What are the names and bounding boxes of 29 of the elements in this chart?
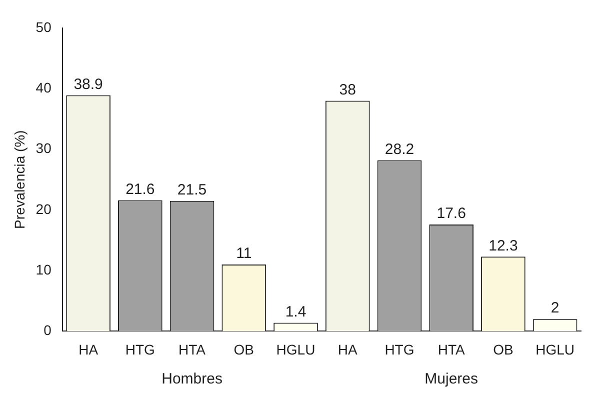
x-tick-label: HTA <box>178 341 206 358</box>
x-tick-label: HGLU <box>276 341 316 358</box>
x-tick-label: OB <box>493 341 514 358</box>
y-tick-label: 0 <box>44 322 52 338</box>
y-axis-title: Prevalencia (%) <box>11 130 28 230</box>
x-tick-label: HTG <box>125 341 155 358</box>
x-tick-label: HA <box>78 341 99 358</box>
data-label: 28.2 <box>384 140 414 158</box>
y-tick-label: 10 <box>36 261 52 278</box>
data-label: 17.6 <box>436 205 466 222</box>
x-tick-label: HTA <box>438 341 466 358</box>
x-tick-label: HGLU <box>536 341 575 358</box>
y-tick-label: 30 <box>36 140 52 156</box>
data-label: 12.3 <box>488 237 518 254</box>
y-tick-label: 20 <box>36 200 52 217</box>
data-label: 1.4 <box>285 303 306 320</box>
data-label: 11 <box>236 245 252 262</box>
data-label: 2 <box>550 300 560 317</box>
data-label: 38 <box>339 81 356 98</box>
y-tick-label: 40 <box>36 80 52 96</box>
x-tick-label: HA <box>338 341 358 358</box>
text: Mujeres <box>424 370 478 388</box>
data-label: 21.6 <box>126 180 155 198</box>
data-label: 21.5 <box>177 181 207 198</box>
x-tick-label: OB <box>234 341 254 358</box>
data-label: 38.9 <box>74 76 103 93</box>
y-tick-label: 50 <box>36 18 52 35</box>
x-tick-label: HTG <box>384 341 414 358</box>
text: Hombres <box>162 370 222 388</box>
